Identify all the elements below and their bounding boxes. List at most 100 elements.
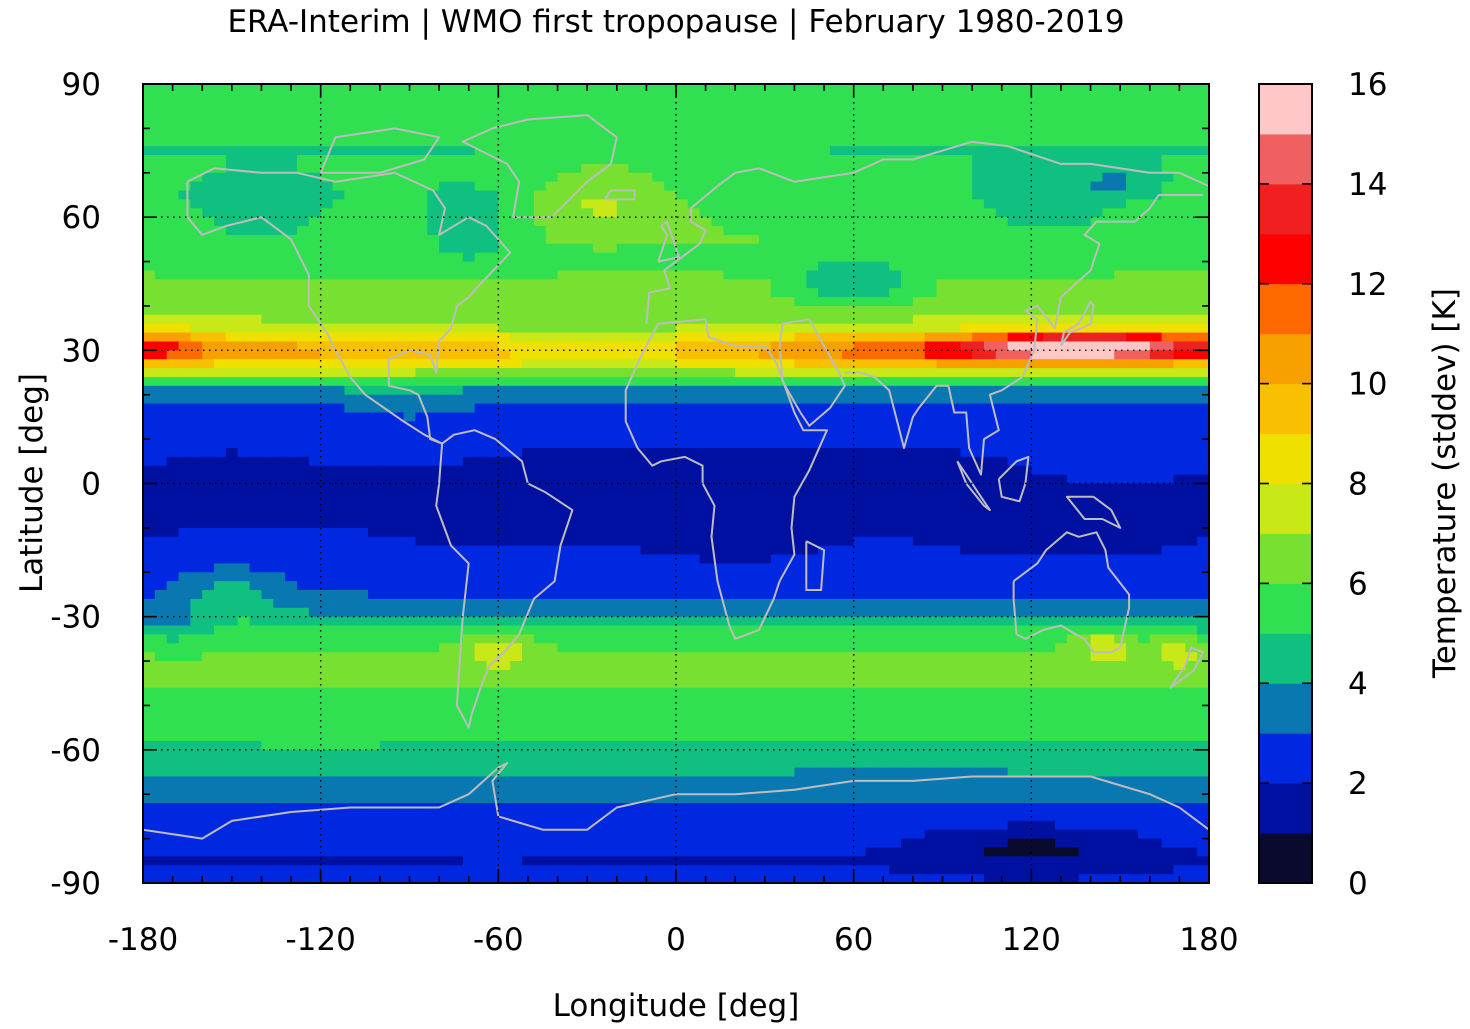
heat-cell — [285, 456, 298, 467]
heat-cell — [332, 323, 345, 334]
heat-cell — [1031, 297, 1044, 307]
heat-cell — [924, 359, 938, 369]
heat-cell — [640, 394, 653, 405]
heat-cell — [628, 456, 642, 467]
heat-cell — [462, 536, 476, 547]
heat-cell — [664, 270, 677, 280]
heat-cell — [1090, 501, 1103, 511]
heat-cell — [983, 128, 997, 138]
heat-cell — [344, 465, 357, 476]
heat-cell — [604, 172, 618, 183]
heat-cell — [829, 323, 843, 334]
heat-cell — [1019, 483, 1032, 493]
heat-cell — [214, 199, 227, 209]
heat-cell — [604, 519, 618, 529]
heat-cell — [806, 270, 819, 280]
heat-cell — [676, 350, 689, 360]
heat-cell — [285, 243, 298, 254]
heat-cell — [770, 190, 784, 201]
heat-cell — [1043, 554, 1056, 564]
heat-cell — [368, 199, 381, 209]
heat-cell — [616, 510, 630, 520]
heat-cell — [687, 403, 701, 414]
heat-cell — [723, 536, 736, 547]
heat-cell — [1197, 110, 1210, 121]
heat-cell — [427, 474, 440, 485]
heat-cell — [344, 350, 357, 360]
heat-cell — [557, 412, 570, 422]
heat-cell — [735, 350, 748, 360]
heat-cell — [995, 474, 1009, 485]
heat-cell — [747, 510, 760, 520]
heat-cell — [1197, 261, 1210, 272]
heat-cell — [415, 172, 428, 183]
heat-cell — [1185, 527, 1198, 538]
heat-cell — [1185, 332, 1198, 343]
heat-cell — [498, 447, 511, 458]
heat-cell — [723, 394, 736, 405]
heat-cell — [1007, 181, 1021, 192]
heat-cell — [948, 545, 961, 556]
heat-cell — [604, 554, 618, 564]
heat-cell — [664, 252, 677, 263]
heat-cell — [699, 119, 713, 129]
heat-cell — [640, 465, 653, 476]
heat-cell — [1102, 554, 1115, 564]
heat-cell — [320, 270, 334, 280]
heat-cell — [569, 208, 582, 218]
heat-cell — [770, 385, 784, 396]
heat-cell — [616, 208, 630, 218]
heat-cell — [889, 217, 902, 227]
heat-cell — [450, 190, 464, 201]
heat-cell — [770, 412, 784, 422]
heat-cell — [687, 510, 701, 520]
heat-cell — [1185, 252, 1198, 263]
heat-cell — [320, 563, 334, 573]
heat-cell — [616, 465, 630, 476]
heat-cell — [676, 412, 689, 422]
heat-cell — [593, 536, 606, 547]
heat-cell — [1197, 394, 1210, 405]
heat-cell — [143, 92, 156, 103]
heat-cell — [770, 243, 784, 254]
heat-cell — [261, 465, 274, 476]
heat-cell — [806, 234, 819, 245]
heat-cell — [1161, 554, 1175, 564]
heat-cell — [545, 510, 559, 520]
heat-cell — [841, 226, 855, 236]
heat-cell — [818, 492, 831, 502]
heat-cell — [510, 208, 523, 218]
heat-cell — [735, 501, 748, 511]
heat-cell — [912, 288, 926, 298]
heat-cell — [533, 350, 547, 360]
heat-cell — [723, 376, 736, 387]
heat-cell — [865, 261, 878, 272]
heat-cell — [403, 394, 417, 405]
heat-cell — [711, 146, 724, 156]
heat-cell — [439, 474, 452, 485]
heat-cell — [1126, 92, 1139, 103]
heat-cell — [687, 359, 701, 369]
heat-cell — [1078, 359, 1092, 369]
heat-cell — [889, 181, 902, 192]
heat-cell — [143, 412, 156, 422]
heat-cell — [711, 403, 724, 414]
heat-cell — [747, 270, 760, 280]
heat-cell — [1078, 501, 1092, 511]
heat-cell — [782, 234, 796, 245]
heat-cell — [178, 146, 191, 156]
heat-cell — [676, 456, 689, 467]
heat-cell — [143, 572, 156, 582]
heat-cell — [664, 234, 677, 245]
heat-cell — [474, 483, 488, 493]
heat-cell — [415, 527, 428, 538]
heat-cell — [439, 288, 452, 298]
heat-cell — [285, 217, 298, 227]
heat-cell — [841, 430, 855, 440]
heat-cell — [154, 270, 168, 280]
heat-cell — [486, 217, 499, 227]
heat-cell — [569, 199, 582, 209]
heat-cell — [1114, 261, 1127, 272]
heat-cell — [581, 572, 594, 582]
heat-cell — [498, 288, 511, 298]
